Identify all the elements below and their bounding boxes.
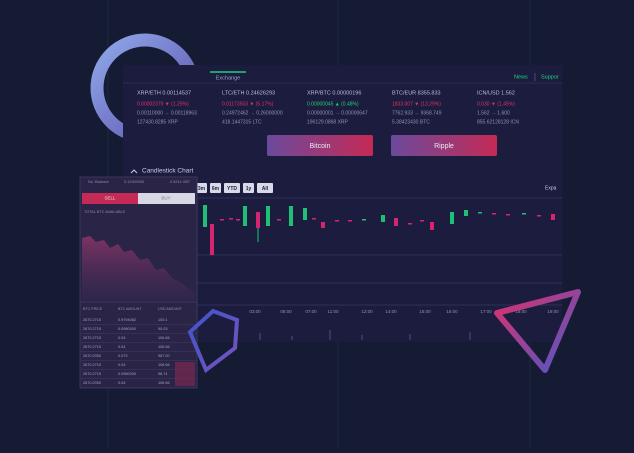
candles [203, 205, 555, 255]
table-cell: 0.04 [118, 363, 125, 367]
time-label: 16:00 [446, 309, 458, 314]
time-label: 03:00 [249, 309, 261, 314]
balance-label: No. Balance [88, 180, 109, 184]
time-label: 18:00 [515, 309, 527, 314]
button-label[interactable]: Ripple [434, 143, 454, 150]
ticker-change: 1833.007 ▼ (13.29%) [392, 101, 441, 107]
table-cell: 106.66 [158, 363, 170, 367]
table-cell: 0.0980000 [118, 327, 136, 331]
table-cell: 2670.2715 [83, 327, 101, 331]
ticker-range: 0.00110000 → 0.00118963 [137, 110, 197, 116]
table-header: BTC PRICE [83, 307, 103, 311]
table-cell: 0.073 [118, 354, 128, 358]
chart-grid [197, 197, 562, 306]
table-cell: 0.04 [118, 345, 125, 349]
ticker-change: 0.00002379 ▼ (1.25%) [137, 101, 189, 107]
table-cell: 106.66 [158, 381, 170, 385]
available: TOTAL BTC AVAILABLE [84, 210, 126, 214]
buy-label[interactable]: BUY [161, 196, 170, 201]
table-cell: 90.03 [158, 327, 168, 331]
range-label[interactable]: YTD [227, 186, 237, 192]
time-label: 11:00 [328, 309, 339, 314]
ticker-change: 0.00000045 ▲ (0.48%) [307, 101, 359, 107]
table-cell: 987.00 [158, 354, 170, 358]
ticker-range: 0.24972462 → 0.26000000 [222, 110, 283, 116]
range-label[interactable]: 3m [198, 186, 206, 192]
table-cell: 2670.2050 [83, 381, 101, 385]
time-label: 06:00 [280, 309, 292, 314]
time-label: 19:00 [547, 309, 559, 314]
ticker-change: 0.01173503 ▼ (5.17%) [222, 101, 274, 107]
table-header: USD AMOUNT [158, 307, 183, 311]
expand[interactable]: Expa [545, 185, 557, 191]
range-label[interactable]: 6m [212, 186, 220, 192]
pentagon [187, 308, 240, 374]
button[interactable] [267, 135, 373, 156]
range-button[interactable] [224, 183, 240, 193]
table-cell: 2670.2715 [83, 372, 101, 376]
table-cell: 0.0980000 [118, 372, 136, 376]
triangle [494, 289, 581, 373]
table-cell: 2670.2050 [83, 354, 101, 358]
ticker-range: 7762.933 → 9368.749 [392, 110, 442, 116]
balance-alt: 0.5244 XBT [170, 180, 191, 184]
range-label[interactable]: 1y [246, 186, 252, 192]
ticker-pair: XRP/ETH 0.00114537 [137, 90, 191, 96]
tab[interactable]: Exchange [216, 75, 240, 81]
table-cell: 2670.2715 [83, 336, 101, 340]
nav-link[interactable]: News [514, 74, 528, 80]
time-label: 12:00 [361, 309, 373, 314]
range-label[interactable]: All [262, 186, 269, 192]
caret[interactable] [130, 169, 138, 174]
time-label: 15:00 [419, 309, 431, 314]
ticker-volume: 196129.0868 XRP [307, 119, 349, 125]
ticker-change: 0.030 ▼ (1.45%) [477, 101, 515, 107]
table-cell: 0.04 [118, 381, 125, 385]
balance: 0.12300000 [124, 180, 144, 184]
ticker-volume: 127430.8285 XRP [137, 119, 179, 125]
range-button[interactable] [196, 183, 207, 193]
ticker-volume: 418.1447315 LTC [222, 119, 262, 125]
ticker-pair: BTC/EUR 8355.833 [392, 90, 441, 96]
time-label: 07:00 [305, 309, 317, 314]
range-button[interactable] [210, 183, 221, 193]
table-cell: 0.04 [118, 336, 125, 340]
ticker-volume: 5.38423430 BTC [392, 119, 430, 125]
sell-button[interactable] [82, 193, 138, 204]
buy-button[interactable] [138, 193, 195, 204]
range-button[interactable] [243, 183, 254, 193]
ticker-pair: LTC/ETH 0.24626293 [222, 90, 275, 96]
time-label: 17:00 [480, 309, 492, 314]
sell-label[interactable]: SELL [104, 196, 116, 201]
table-cell: 2670.2715 [83, 363, 101, 367]
table-cell: 98.74 [158, 372, 168, 376]
section-title: Candlestick Chart [142, 168, 193, 175]
ticker-range: 0.00000001 → 0.00000647 [307, 110, 368, 116]
ticker-pair: XRP/BTC 0.00000196 [307, 90, 361, 96]
nav-link[interactable]: Suppor [541, 74, 559, 80]
table-cell: 100.1 [158, 318, 168, 322]
table-header: BTC AMOUNT [118, 307, 142, 311]
button-label[interactable]: Bitcoin [309, 143, 330, 150]
ticker-pair: ICN/USD 1.562 [477, 90, 515, 96]
area-graph [82, 236, 195, 300]
highlight [175, 362, 195, 386]
ticker-range: 1.562 → 1.600 [477, 110, 510, 116]
table-cell: 0.9794082 [118, 318, 136, 322]
table-cell: 2670.2715 [83, 318, 101, 322]
table-cell: 106.66 [158, 345, 170, 349]
table-cell: 2670.2715 [83, 345, 101, 349]
button[interactable] [391, 135, 497, 156]
table-cell: 106.66 [158, 336, 170, 340]
time-label: 14:00 [385, 309, 397, 314]
range-button[interactable] [257, 183, 273, 193]
ticker-volume: 855.62128128 ICN [477, 119, 519, 125]
